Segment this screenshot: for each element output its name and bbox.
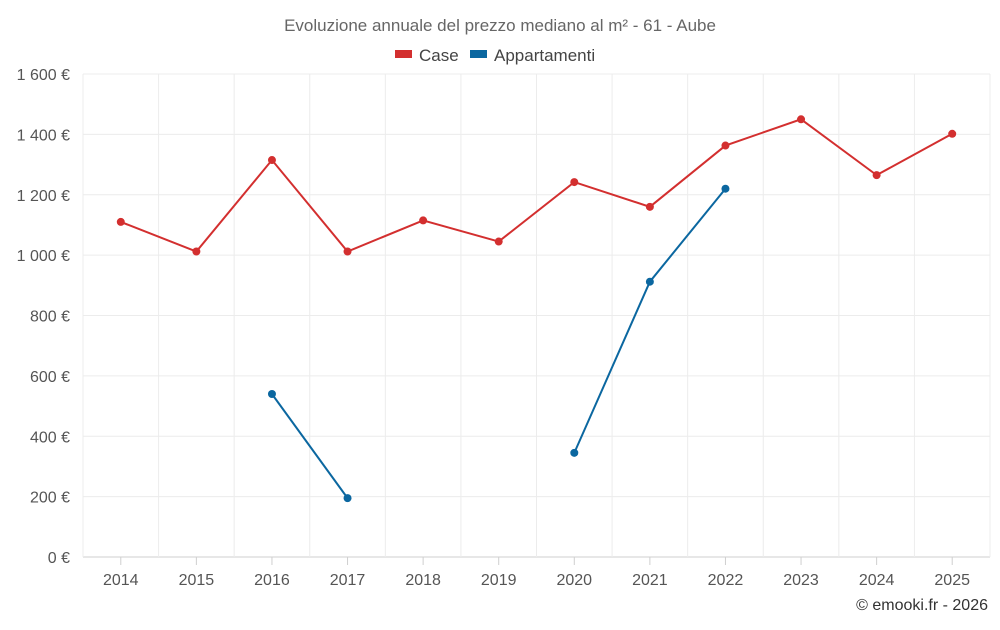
- data-point[interactable]: [721, 184, 730, 193]
- x-axis: 2014 2015 2016 2017 2018 2019 2020 2021 2022 2023…: [103, 557, 970, 589]
- y-tick-label: 800 €: [30, 309, 70, 326]
- x-tick-label: 2023: [783, 572, 819, 589]
- data-point[interactable]: [645, 202, 654, 211]
- y-tick-label: 400 €: [30, 429, 70, 446]
- legend-label: Case: [419, 46, 459, 65]
- y-tick-label: 1 200 €: [17, 188, 70, 205]
- data-point[interactable]: [343, 494, 352, 503]
- data-point[interactable]: [267, 156, 276, 165]
- footer-credit: © emooki.fr - 2026: [856, 597, 988, 614]
- data-point[interactable]: [343, 247, 352, 256]
- data-point[interactable]: [570, 448, 579, 457]
- data-point[interactable]: [570, 178, 579, 187]
- grid-lines: [82, 73, 991, 558]
- x-tick-label: 2022: [708, 572, 744, 589]
- legend-item-case[interactable]: Case: [395, 46, 459, 65]
- x-tick-label: 2018: [405, 572, 441, 589]
- data-point[interactable]: [116, 217, 125, 226]
- data-point[interactable]: [419, 216, 428, 225]
- legend-swatch: [470, 50, 487, 58]
- x-tick-label: 2021: [632, 572, 668, 589]
- chart-title: Evoluzione annuale del prezzo mediano al…: [284, 16, 716, 35]
- data-point[interactable]: [192, 247, 201, 256]
- legend-item-appartamenti[interactable]: Appartamenti: [470, 46, 595, 65]
- y-tick-label: 1 400 €: [17, 127, 70, 144]
- x-tick-label: 2024: [859, 572, 895, 589]
- y-tick-label: 1 000 €: [17, 248, 70, 265]
- legend-swatch: [395, 50, 412, 58]
- x-tick-label: 2019: [481, 572, 517, 589]
- data-point[interactable]: [267, 389, 276, 398]
- y-tick-label: 0 €: [48, 550, 70, 567]
- series-line: [120, 118, 953, 253]
- data-point[interactable]: [872, 171, 881, 180]
- y-tick-label: 200 €: [30, 490, 70, 507]
- y-tick-label: 1 600 €: [17, 67, 70, 84]
- y-tick-label: 600 €: [30, 369, 70, 386]
- x-tick-label: 2020: [556, 572, 592, 589]
- series-case: [116, 115, 957, 256]
- series-layer: [116, 115, 957, 503]
- series-line: [271, 393, 349, 499]
- data-point[interactable]: [645, 277, 654, 286]
- data-point[interactable]: [797, 115, 806, 124]
- x-tick-label: 2015: [179, 572, 215, 589]
- legend-label: Appartamenti: [494, 46, 595, 65]
- data-point[interactable]: [948, 129, 957, 138]
- x-tick-label: 2017: [330, 572, 366, 589]
- series-line: [573, 188, 727, 454]
- legend[interactable]: Case Appartamenti: [395, 46, 595, 65]
- x-tick-label: 2014: [103, 572, 139, 589]
- series-appartamenti: [267, 184, 730, 503]
- x-tick-label: 2025: [934, 572, 970, 589]
- data-point[interactable]: [721, 141, 730, 150]
- x-tick-label: 2016: [254, 572, 290, 589]
- data-point[interactable]: [494, 237, 503, 246]
- y-axis: 0 € 200 € 400 € 600 € 800 € 1 000 € 1 200 € 1 4…: [17, 67, 70, 567]
